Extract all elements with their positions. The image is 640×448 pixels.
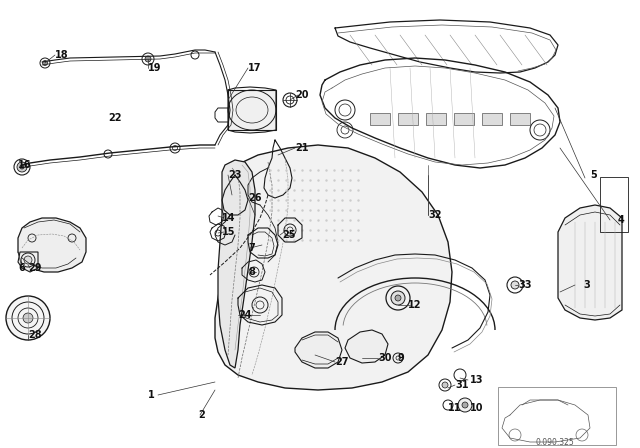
Circle shape xyxy=(20,165,24,169)
Text: 20: 20 xyxy=(295,90,308,100)
Text: 21: 21 xyxy=(295,143,308,153)
Circle shape xyxy=(23,313,33,323)
Circle shape xyxy=(145,56,151,62)
Text: 7: 7 xyxy=(248,243,255,253)
Bar xyxy=(482,113,502,125)
Text: 19: 19 xyxy=(148,63,161,73)
Text: 25: 25 xyxy=(282,230,296,240)
Text: 17: 17 xyxy=(248,63,262,73)
Text: 24: 24 xyxy=(238,310,252,320)
FancyBboxPatch shape xyxy=(228,90,276,130)
Circle shape xyxy=(462,402,468,408)
Text: 23: 23 xyxy=(228,170,241,180)
Circle shape xyxy=(17,162,27,172)
Bar xyxy=(398,113,418,125)
Text: 5: 5 xyxy=(590,170,596,180)
Polygon shape xyxy=(18,218,86,272)
Bar xyxy=(498,387,616,445)
Bar xyxy=(510,113,530,125)
Text: 11: 11 xyxy=(448,403,461,413)
Text: 0.090.325: 0.090.325 xyxy=(535,438,573,447)
Text: 12: 12 xyxy=(408,300,422,310)
Text: 2: 2 xyxy=(198,410,205,420)
Text: 32: 32 xyxy=(428,210,442,220)
Circle shape xyxy=(391,291,405,305)
Text: 18: 18 xyxy=(55,50,68,60)
Polygon shape xyxy=(18,252,38,272)
Text: 14: 14 xyxy=(222,213,236,223)
Bar xyxy=(426,113,446,125)
Text: 16: 16 xyxy=(18,160,31,170)
Text: 15: 15 xyxy=(222,227,236,237)
Bar xyxy=(600,177,628,232)
Circle shape xyxy=(24,256,32,264)
Circle shape xyxy=(511,281,519,289)
Text: 27: 27 xyxy=(335,357,349,367)
Text: 9: 9 xyxy=(398,353,404,363)
Text: 6: 6 xyxy=(18,263,25,273)
Circle shape xyxy=(6,296,50,340)
Polygon shape xyxy=(215,145,452,390)
Text: 30: 30 xyxy=(378,353,392,363)
Circle shape xyxy=(442,382,448,388)
Polygon shape xyxy=(295,332,342,368)
Text: 4: 4 xyxy=(618,215,625,225)
Circle shape xyxy=(395,295,401,301)
Text: 3: 3 xyxy=(583,280,589,290)
Text: 22: 22 xyxy=(108,113,122,123)
Polygon shape xyxy=(558,205,622,320)
Circle shape xyxy=(42,60,47,65)
Circle shape xyxy=(458,398,472,412)
Bar xyxy=(454,113,474,125)
Text: 28: 28 xyxy=(28,330,42,340)
Text: 29: 29 xyxy=(28,263,42,273)
Bar xyxy=(370,113,390,125)
Text: 26: 26 xyxy=(248,193,262,203)
Text: 13: 13 xyxy=(470,375,483,385)
Text: 31: 31 xyxy=(455,380,468,390)
Polygon shape xyxy=(345,330,388,363)
Text: 8: 8 xyxy=(248,267,255,277)
Text: 1: 1 xyxy=(148,390,155,400)
Text: 10: 10 xyxy=(470,403,483,413)
Polygon shape xyxy=(218,160,255,368)
Text: 33: 33 xyxy=(518,280,531,290)
